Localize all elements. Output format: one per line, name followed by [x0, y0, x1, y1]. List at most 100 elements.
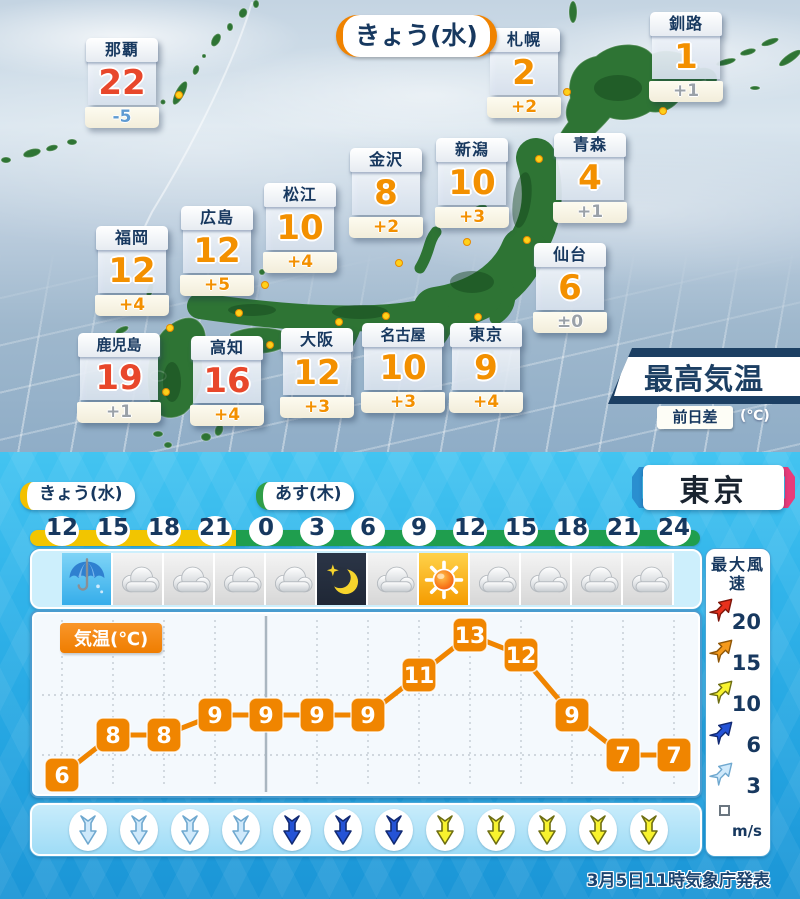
- hour-bump: [249, 516, 283, 546]
- city-tile-広島: 広島 12 +5: [180, 206, 254, 296]
- wind-direction-strip: [30, 803, 702, 856]
- city-dot-青森: [535, 155, 543, 163]
- city-tile-仙台: 仙台 6 ±0: [533, 243, 607, 333]
- temp-value-6: 9: [360, 704, 375, 729]
- city-temp-diff: +4: [190, 405, 264, 426]
- wind-arrow-cell: [578, 809, 617, 851]
- city-name: 鹿児島: [78, 333, 160, 357]
- weather-cell-cloudy: [623, 553, 674, 605]
- wind-legend-value: 20: [731, 610, 761, 635]
- city-temp-diff: +4: [449, 392, 523, 413]
- hour-bump: [351, 516, 385, 546]
- city-dot-鹿児島: [162, 388, 170, 396]
- wind-arrow-down-icon-yellow: [637, 814, 661, 846]
- hour-label-9: 15: [504, 515, 537, 541]
- city-max-temp: 1: [652, 36, 720, 79]
- temp-value-11: 7: [615, 744, 630, 769]
- wind-legend-row-3: 3: [710, 757, 766, 798]
- cloudy-icon: [269, 557, 313, 601]
- city-name: 札幌: [488, 28, 560, 52]
- city-tile-大阪: 大阪 12 +3: [280, 328, 354, 418]
- hour-bump: [198, 516, 232, 546]
- temp-value-9: 12: [506, 644, 537, 669]
- city-dot-東京: [474, 313, 482, 321]
- location-badge[interactable]: 東京: [630, 465, 797, 510]
- weather-icon-strip: [30, 549, 702, 609]
- wind-arrow-down-icon-yellow: [433, 814, 457, 846]
- temp-marker-4: [248, 697, 284, 733]
- city-max-temp: 8: [352, 172, 420, 215]
- diff-unit-label: (℃): [740, 408, 770, 424]
- temp-value-8: 13: [455, 624, 486, 649]
- hour-label-8: 12: [453, 515, 486, 541]
- wind-arrow-down-icon-blue: [382, 814, 406, 846]
- issued-timestamp: 3月5日11時気象庁発表: [586, 871, 770, 891]
- city-dot-福岡: [166, 324, 174, 332]
- hour-label-11: 21: [606, 515, 639, 541]
- weather-cell-cloudy: [113, 553, 164, 605]
- temp-value-12: 7: [666, 744, 681, 769]
- city-max-temp: 10: [266, 207, 334, 250]
- city-temp-diff: +2: [487, 97, 561, 118]
- temp-value-10: 9: [564, 704, 579, 729]
- cloudy-icon: [116, 557, 160, 601]
- temp-marker-0: [44, 757, 80, 793]
- city-dot-釧路: [659, 107, 667, 115]
- hour-label-6: 6: [359, 515, 376, 541]
- sunny-icon: [422, 557, 466, 601]
- weather-cell-cloudy: [164, 553, 215, 605]
- temp-value-0: 6: [54, 764, 69, 789]
- wind-arrow-down-icon-pale: [76, 814, 100, 846]
- max-temp-banner-label: 最高気温: [614, 357, 800, 396]
- cloudy-icon: [371, 557, 415, 601]
- city-temp-diff: +3: [361, 392, 445, 413]
- wind-legend-row-10: 10: [710, 675, 766, 716]
- city-name: 大阪: [281, 328, 353, 352]
- hour-bump: [657, 516, 691, 546]
- cloudy-icon: [167, 557, 211, 601]
- city-max-temp: 12: [183, 230, 251, 273]
- location-label: 東京: [643, 465, 784, 510]
- city-max-temp: 12: [283, 352, 351, 395]
- city-temp-diff: +1: [77, 402, 161, 423]
- wind-arrow-cell: [425, 809, 464, 851]
- city-tile-金沢: 金沢 8 +2: [349, 148, 423, 238]
- hour-label-10: 18: [555, 515, 588, 541]
- max-temp-banner: 最高気温: [608, 348, 800, 404]
- wind-legend-row-15: 15: [710, 634, 766, 675]
- wind-arrow-cell: [221, 809, 260, 851]
- city-max-temp: 10: [364, 347, 442, 390]
- city-dot-札幌: [563, 88, 571, 96]
- temp-value-2: 8: [156, 724, 171, 749]
- city-name: 仙台: [534, 243, 606, 267]
- wind-arrow-cell: [323, 809, 362, 851]
- wind-arrow-cell: [272, 809, 311, 851]
- rain-icon: [65, 557, 109, 601]
- wind-arrow-down-icon-pale: [178, 814, 202, 846]
- city-max-temp: 16: [193, 360, 261, 403]
- city-dot-金沢: [395, 259, 403, 267]
- temp-marker-7: [401, 657, 437, 693]
- city-temp-diff: +3: [280, 397, 354, 418]
- night-icon: [320, 557, 364, 601]
- city-dot-松江: [261, 281, 269, 289]
- city-tile-東京: 東京 9 +4: [449, 323, 523, 413]
- cloudy-icon: [626, 557, 670, 601]
- city-dot-広島: [235, 309, 243, 317]
- temp-marker-11: [605, 737, 641, 773]
- japan-max-temp-map: きょう(水) 那覇 22 -5 釧路 1 +1 札幌 2 +2 青森 4 +1 新潟 10 +3 金沢 8 +2 仙…: [0, 0, 800, 452]
- tab-today[interactable]: きょう(水): [20, 482, 135, 510]
- city-name: 福岡: [96, 226, 168, 250]
- wind-legend-row-20: 20: [710, 593, 766, 634]
- tab-tomorrow[interactable]: あす(木): [256, 482, 354, 510]
- city-max-temp: 4: [556, 157, 624, 200]
- weather-cell-rain: [62, 553, 113, 605]
- hour-bump: [402, 516, 436, 546]
- city-name: 名古屋: [362, 323, 444, 347]
- map-date-badge-label: きょう(水): [343, 15, 490, 57]
- temp-marker-12: [656, 737, 692, 773]
- temp-value-3: 9: [207, 704, 222, 729]
- city-name: 新潟: [436, 138, 508, 162]
- temp-value-5: 9: [309, 704, 324, 729]
